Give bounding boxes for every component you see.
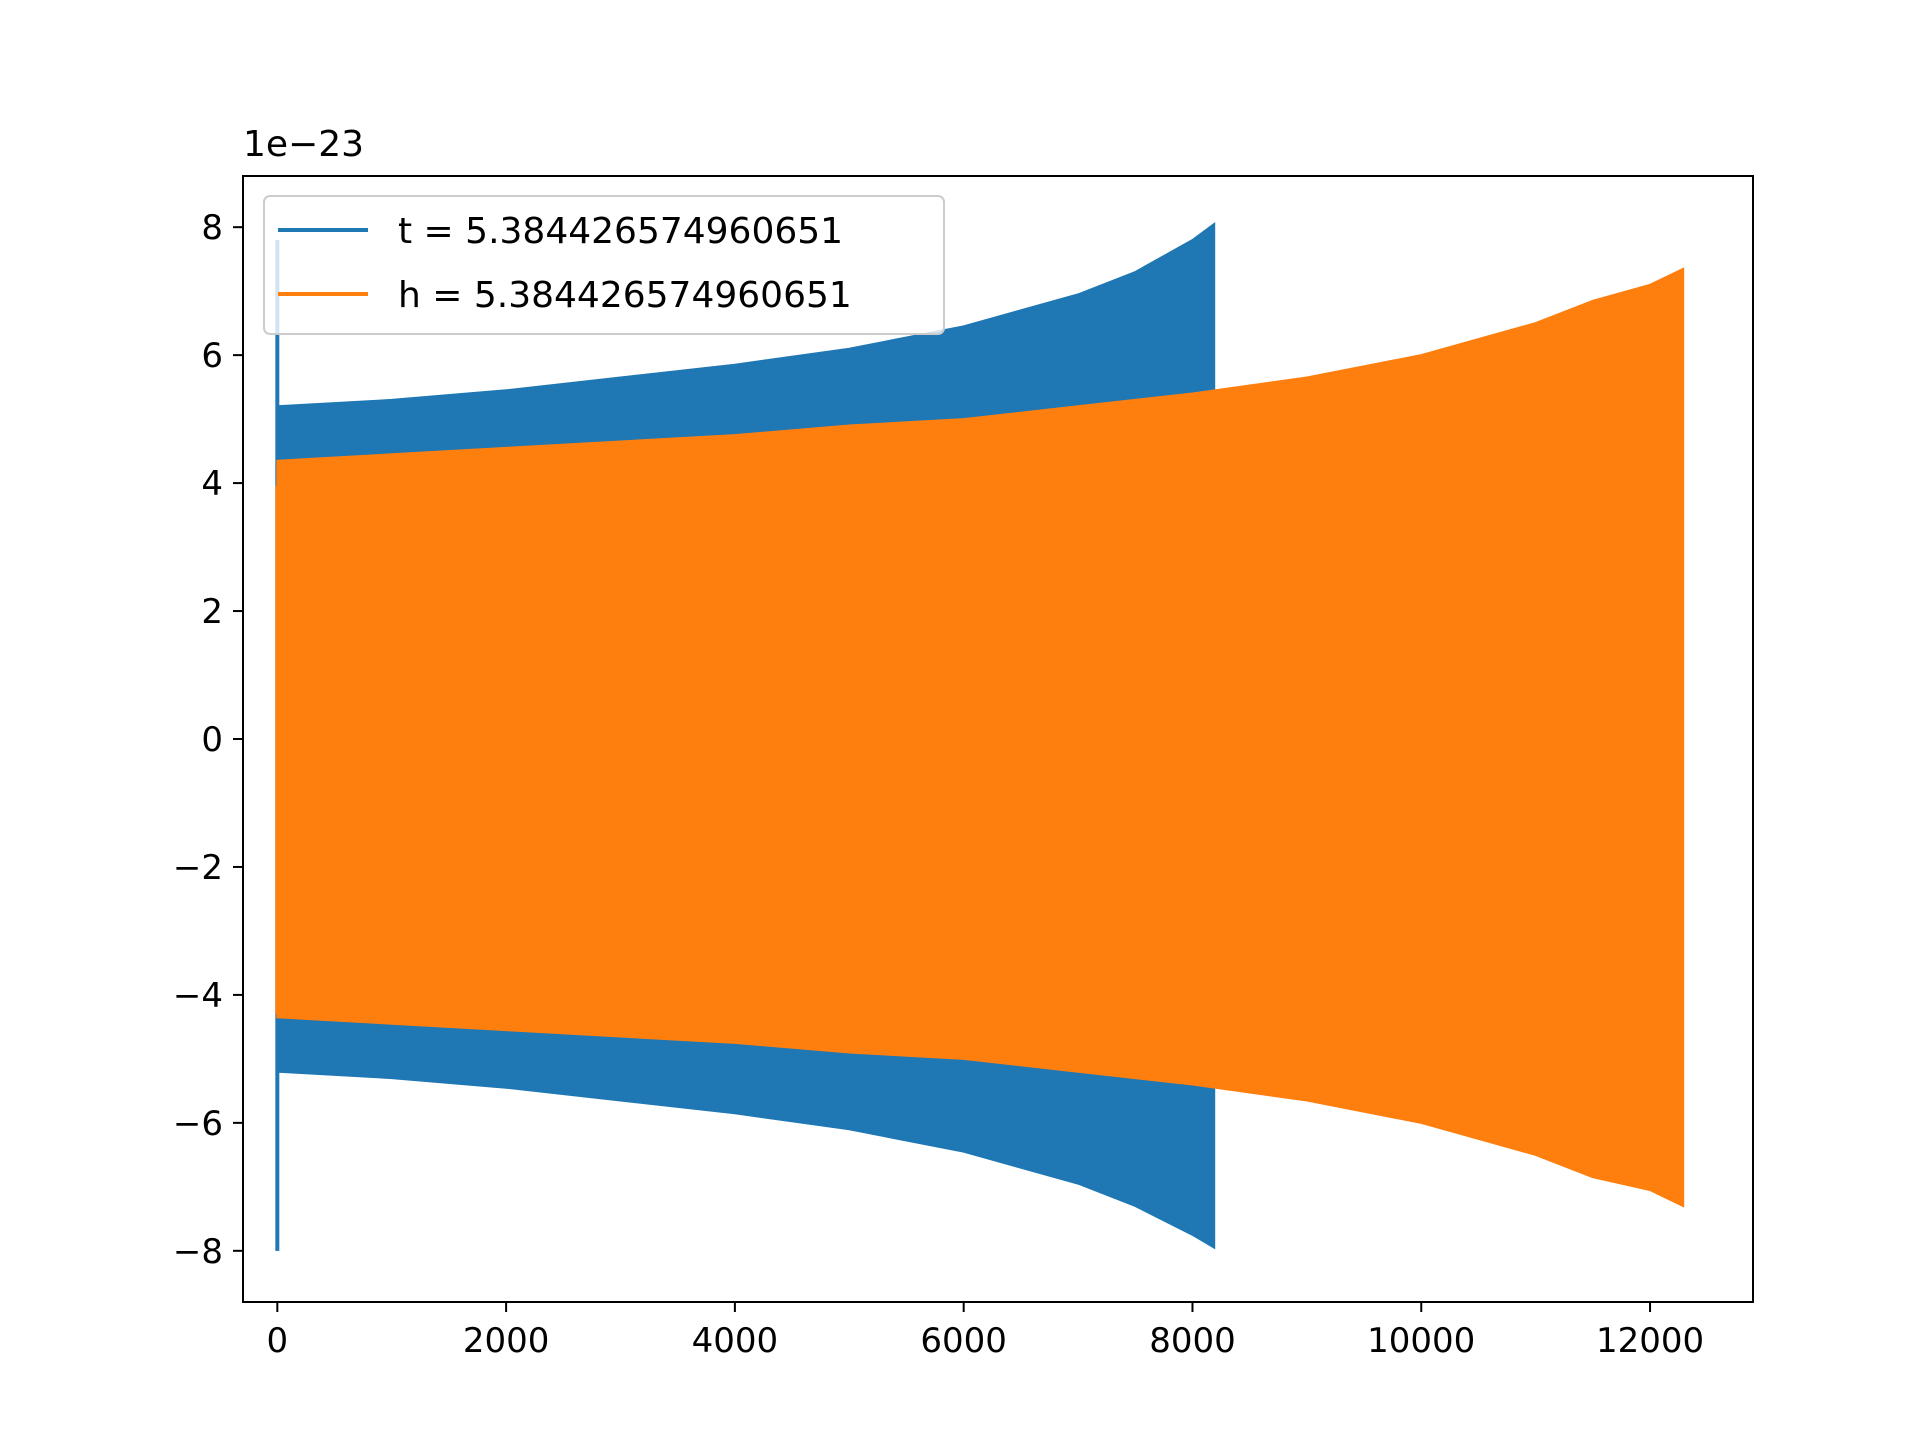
series-2-envelope [276,267,1685,1208]
y-tick-label: 8 [201,208,223,248]
y-offset-label: 1e−23 [243,124,364,165]
legend-box [263,195,945,335]
y-tick-label: −4 [173,976,223,1016]
legend: t = 5.384426574960651 h = 5.3844265749606… [263,195,945,335]
y-axis: −8 −6 −4 −2 0 2 4 6 8 [173,208,243,1272]
x-tick-label: 4000 [692,1321,779,1361]
x-tick-label: 2000 [463,1321,550,1361]
x-tick-label: 12000 [1596,1321,1704,1361]
y-tick-label: 0 [201,720,223,760]
y-tick-label: −8 [173,1232,223,1272]
x-axis: 0 2000 4000 6000 8000 10000 12000 [266,1302,1704,1361]
y-tick-label: −2 [173,848,223,888]
y-tick-label: 6 [201,336,223,376]
x-tick-label: 10000 [1367,1321,1475,1361]
x-tick-label: 0 [266,1321,288,1361]
plot-area [275,222,1685,1251]
x-tick-label: 8000 [1149,1321,1236,1361]
legend-label: h = 5.384426574960651 [398,275,852,316]
x-tick-label: 6000 [920,1321,1007,1361]
y-tick-label: −6 [173,1104,223,1144]
y-tick-label: 2 [201,592,223,632]
legend-label: t = 5.384426574960651 [398,211,843,252]
y-tick-label: 4 [201,464,223,504]
